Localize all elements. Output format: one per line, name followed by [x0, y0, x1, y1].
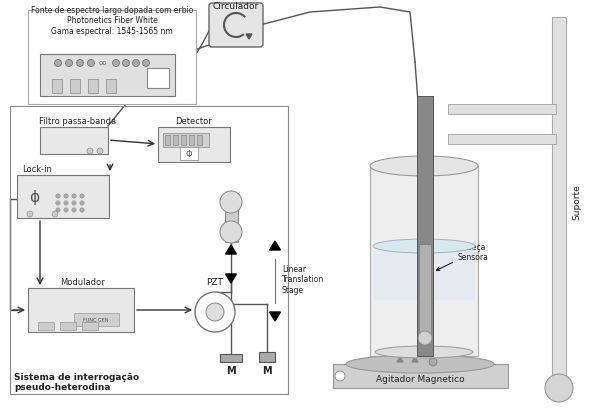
Bar	[17, 175, 109, 218]
Bar	[158, 127, 230, 162]
Bar	[70, 79, 80, 93]
Circle shape	[66, 59, 73, 66]
Bar	[165, 135, 170, 145]
Bar	[448, 104, 556, 114]
Circle shape	[87, 148, 93, 154]
Text: oo: oo	[99, 60, 107, 66]
Polygon shape	[270, 241, 281, 250]
Text: Filtro passa-banda: Filtro passa-banda	[40, 117, 117, 126]
Text: FUNC GEN: FUNC GEN	[84, 318, 109, 323]
Circle shape	[52, 211, 58, 217]
Circle shape	[123, 59, 129, 66]
Bar	[189, 135, 194, 145]
Bar	[370, 166, 478, 356]
Text: Cabeça
Sensora: Cabeça Sensora	[436, 243, 489, 270]
Text: Detector: Detector	[175, 117, 212, 126]
Bar	[163, 133, 209, 147]
Text: Sistema de interrogação
pseudo-heterodina: Sistema de interrogação pseudo-heterodin…	[14, 372, 139, 392]
Circle shape	[56, 201, 60, 205]
Text: M: M	[262, 366, 272, 376]
Bar	[173, 135, 178, 145]
Circle shape	[88, 59, 94, 66]
Bar	[147, 68, 169, 88]
Circle shape	[64, 201, 68, 205]
Circle shape	[72, 201, 76, 205]
Bar	[552, 17, 566, 392]
Circle shape	[206, 303, 224, 321]
Bar	[181, 135, 186, 145]
FancyBboxPatch shape	[209, 3, 263, 47]
Circle shape	[80, 194, 84, 198]
Circle shape	[56, 194, 60, 198]
Text: ϕ: ϕ	[29, 190, 39, 204]
Text: Lock-in: Lock-in	[22, 165, 52, 174]
Text: Modulador: Modulador	[59, 278, 105, 287]
Polygon shape	[412, 357, 418, 362]
Bar	[40, 54, 175, 96]
Text: Fonte de espectro largo dopada com erbio
Photonetics Fiber White
Gama espectral:: Fonte de espectro largo dopada com erbio…	[31, 6, 193, 36]
Ellipse shape	[373, 239, 475, 253]
Polygon shape	[246, 34, 252, 39]
Bar	[197, 135, 202, 145]
Circle shape	[55, 59, 61, 66]
Bar	[106, 79, 116, 93]
Circle shape	[76, 59, 84, 66]
Bar	[448, 134, 556, 144]
Bar	[28, 288, 134, 332]
Bar	[333, 364, 508, 388]
Bar	[60, 322, 76, 330]
Text: Φ: Φ	[186, 150, 192, 159]
Polygon shape	[225, 245, 236, 254]
Bar	[419, 244, 431, 344]
Circle shape	[27, 211, 33, 217]
Bar	[220, 354, 242, 362]
Polygon shape	[270, 312, 281, 321]
Bar	[40, 127, 108, 154]
Polygon shape	[397, 357, 403, 362]
Bar	[74, 313, 119, 326]
Circle shape	[418, 331, 432, 345]
Circle shape	[64, 194, 68, 198]
Bar	[10, 106, 288, 394]
Circle shape	[545, 374, 573, 402]
Circle shape	[56, 208, 60, 212]
Ellipse shape	[370, 156, 478, 176]
Text: Agitador Magnetico: Agitador Magnetico	[376, 375, 465, 384]
Bar	[373, 246, 475, 300]
Circle shape	[220, 191, 242, 213]
Bar	[417, 96, 433, 356]
Bar	[38, 322, 54, 330]
Bar	[82, 322, 98, 330]
Circle shape	[72, 208, 76, 212]
Circle shape	[97, 148, 103, 154]
Text: Circulador: Circulador	[213, 2, 259, 11]
Bar	[52, 79, 62, 93]
Circle shape	[64, 208, 68, 212]
Text: Linear
Translation
Stage: Linear Translation Stage	[282, 265, 325, 295]
Circle shape	[112, 59, 120, 66]
Text: Suporte: Suporte	[572, 184, 581, 220]
Ellipse shape	[375, 346, 473, 358]
Bar	[259, 352, 275, 362]
Circle shape	[195, 292, 235, 332]
Circle shape	[429, 358, 437, 366]
Circle shape	[80, 208, 84, 212]
Circle shape	[72, 194, 76, 198]
Polygon shape	[225, 274, 236, 283]
Ellipse shape	[346, 355, 494, 373]
Circle shape	[80, 201, 84, 205]
Text: PZT: PZT	[207, 278, 224, 287]
Bar	[28, 10, 196, 104]
Bar	[225, 202, 238, 242]
Bar	[88, 79, 98, 93]
Circle shape	[132, 59, 139, 66]
Text: M: M	[226, 366, 236, 376]
Circle shape	[335, 371, 345, 381]
Circle shape	[220, 221, 242, 243]
Circle shape	[142, 59, 150, 66]
Bar	[180, 147, 198, 160]
